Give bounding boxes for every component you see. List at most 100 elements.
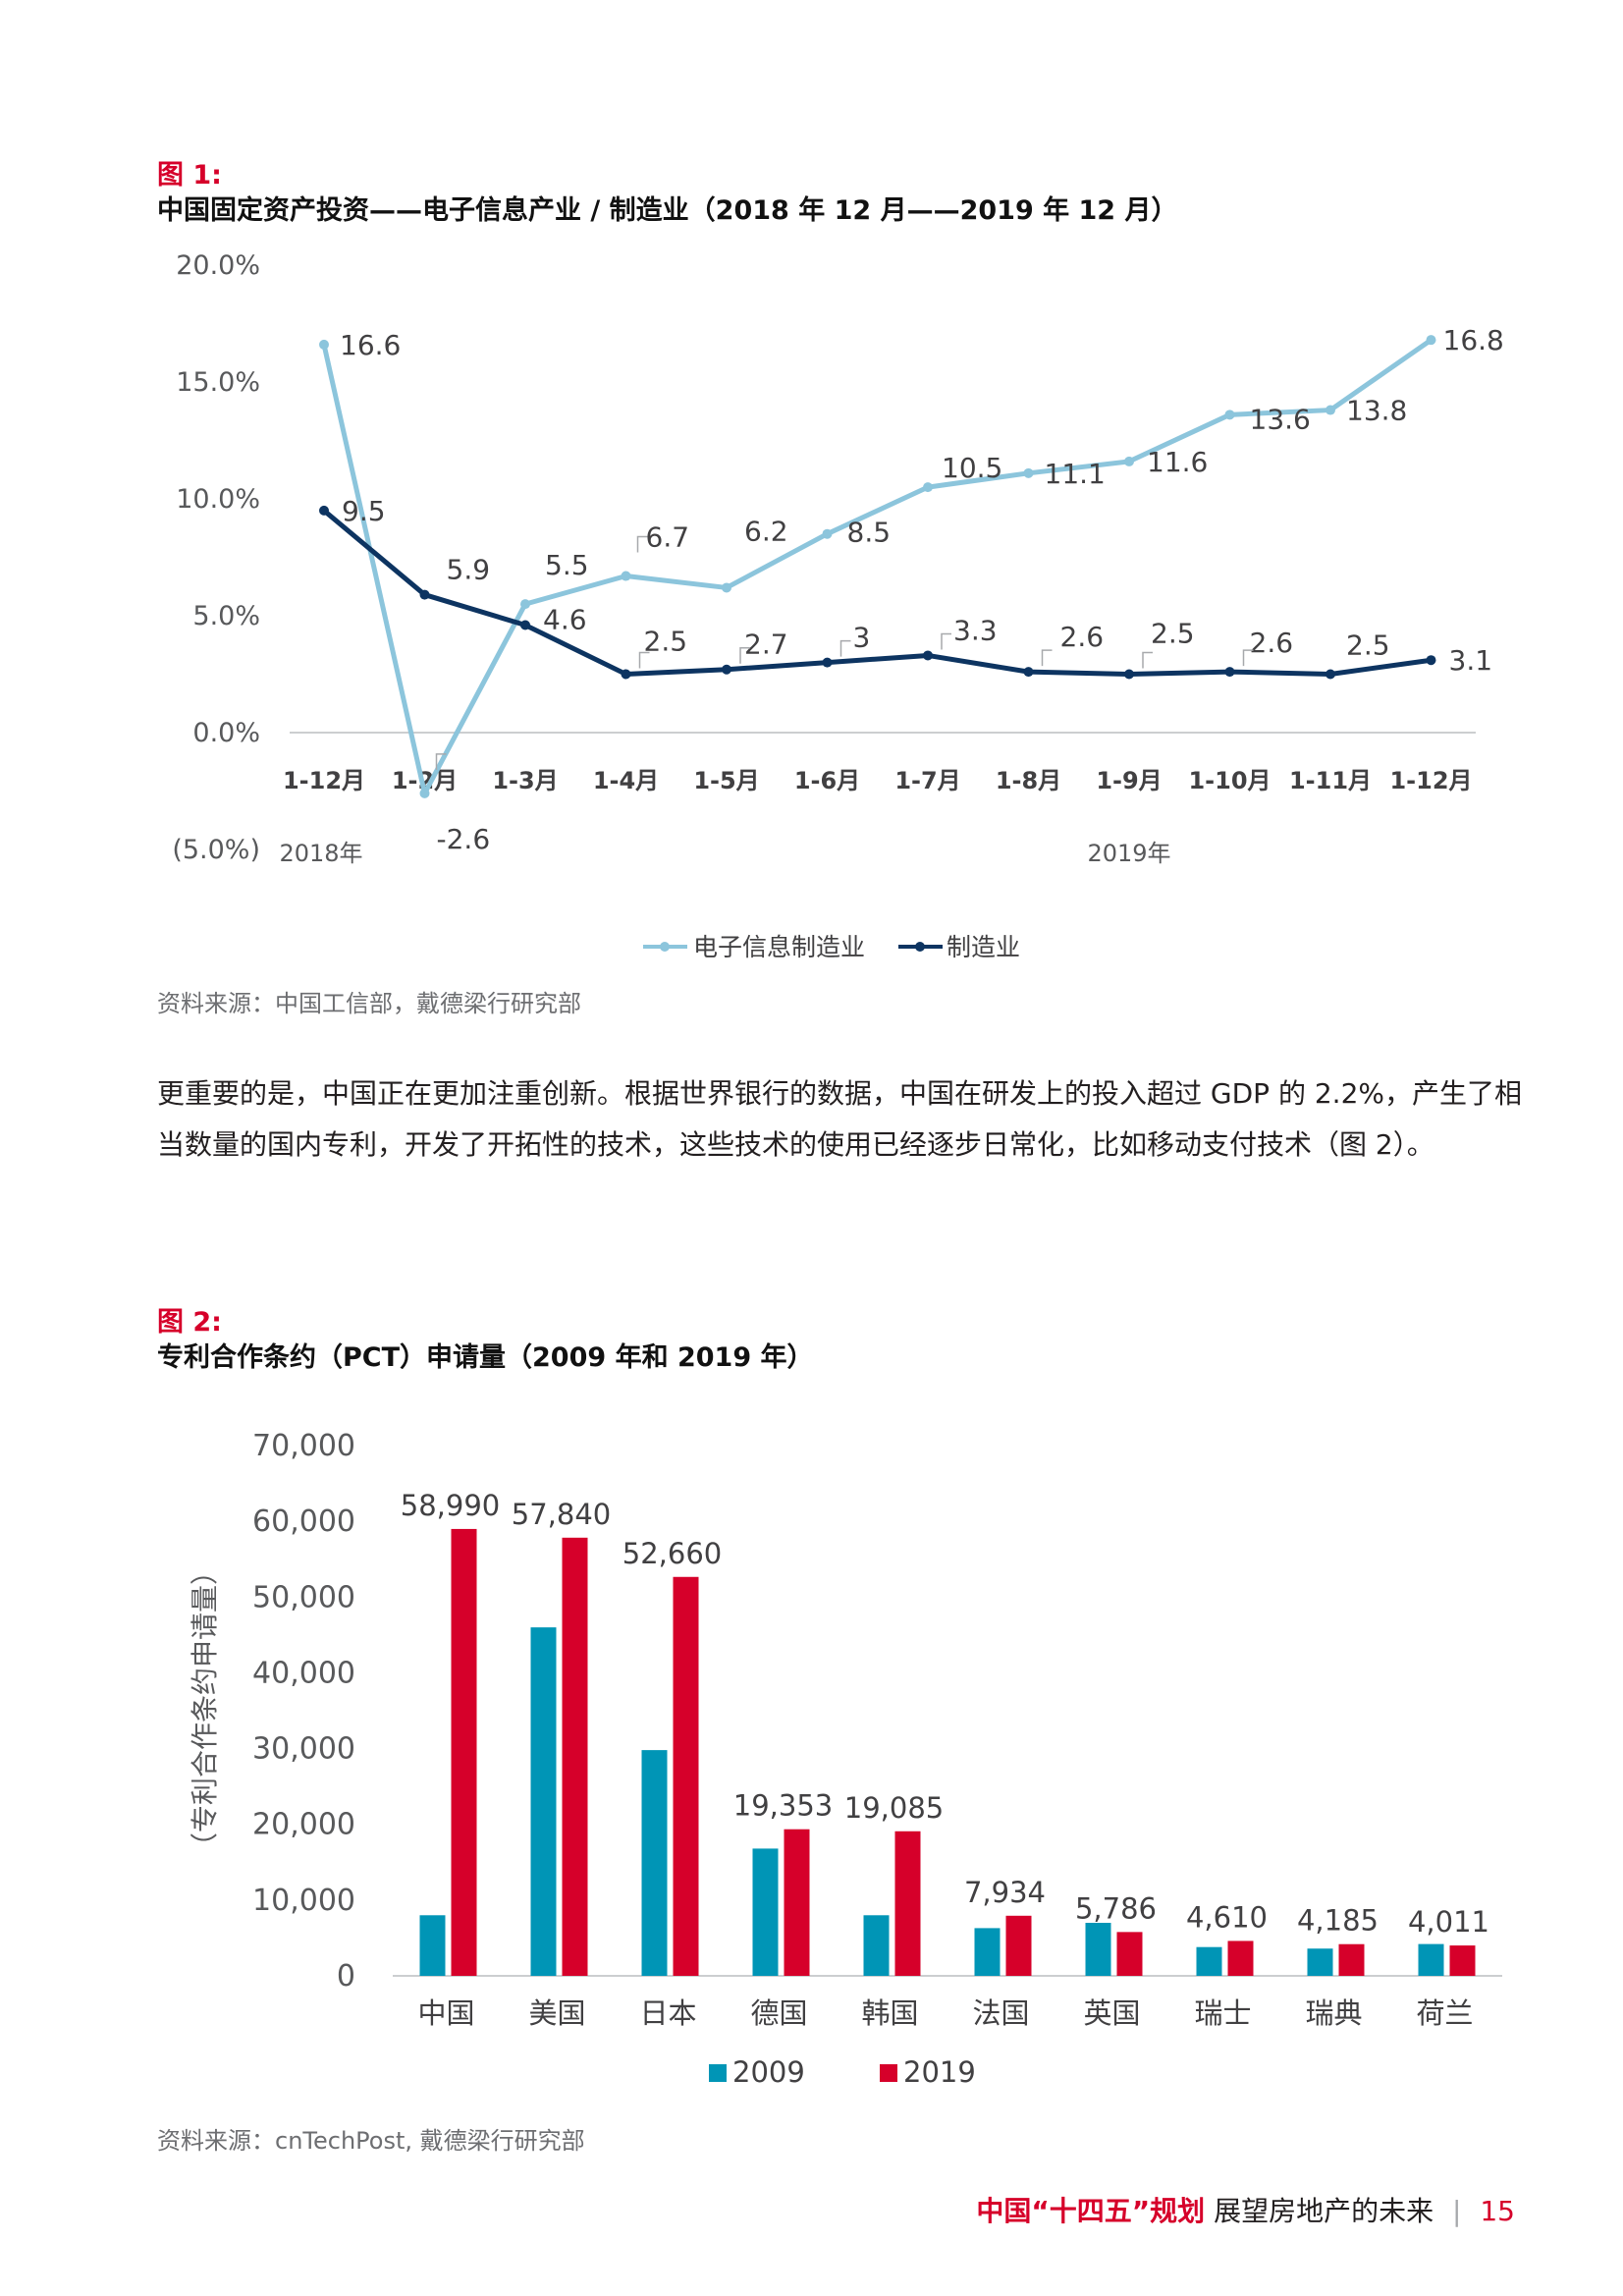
x-category-label: 中国 bbox=[417, 1996, 474, 2030]
manufacturing-point bbox=[1325, 669, 1335, 680]
electronics-point bbox=[822, 528, 833, 539]
year-label-2018: 2018年 bbox=[279, 840, 362, 867]
bar-2009 bbox=[1307, 1948, 1333, 1976]
bar-2019 bbox=[1449, 1945, 1476, 1976]
x-category-label: 荷兰 bbox=[1416, 1996, 1473, 2030]
ytick-label: 0.0% bbox=[192, 718, 260, 748]
bar-2009 bbox=[530, 1627, 557, 1976]
x-category-label: 1-12月 bbox=[283, 767, 365, 794]
legend-2019-label: 2019 bbox=[903, 2055, 976, 2089]
label-leader bbox=[1041, 649, 1053, 667]
manufacturing-point bbox=[822, 657, 833, 668]
label-leader bbox=[739, 646, 750, 664]
x-category-label: 1-7月 bbox=[894, 767, 960, 794]
label-leader bbox=[941, 632, 951, 650]
manufacturing-data-label: 4.6 bbox=[543, 604, 587, 636]
electronics-point bbox=[1426, 335, 1436, 346]
electronics-data-label: 6.7 bbox=[646, 521, 690, 554]
electronics-data-label: 13.6 bbox=[1250, 403, 1311, 435]
ytick-label: 15.0% bbox=[176, 367, 260, 398]
bar-2009 bbox=[863, 1915, 890, 1976]
y-axis-label: （专利合作条约申请量） bbox=[189, 1558, 221, 1860]
x-category-label: 1-4月 bbox=[593, 767, 659, 794]
manufacturing-point bbox=[419, 589, 430, 600]
figure2-label: 图 2: bbox=[157, 1307, 222, 1338]
ytick-label: 50,000 bbox=[252, 1580, 355, 1614]
bar-2019 bbox=[1338, 1943, 1365, 1976]
manufacturing-data-label: 3 bbox=[853, 622, 871, 654]
electronics-data-label: 8.5 bbox=[847, 517, 892, 549]
electronics-point bbox=[1325, 405, 1335, 415]
electronics-data-label: -2.6 bbox=[437, 823, 491, 855]
label-leader bbox=[638, 651, 650, 669]
ytick-label: 40,000 bbox=[252, 1656, 355, 1690]
body-paragraph: 更重要的是，中国正在更加注重创新。根据世界银行的数据，中国在研发上的投入超过 G… bbox=[157, 1068, 1532, 1171]
paragraph-text: 更重要的是，中国正在更加注重创新。根据世界银行的数据，中国在研发上的投入超过 G… bbox=[157, 1077, 1522, 1161]
bar-2019 bbox=[1227, 1941, 1254, 1976]
bar-2019-data-label: 4,011 bbox=[1408, 1905, 1489, 1939]
x-category-label: 1-9月 bbox=[1096, 767, 1162, 794]
bar-2019-data-label: 4,610 bbox=[1186, 1900, 1268, 1934]
x-category-label: 英国 bbox=[1083, 1996, 1140, 2030]
manufacturing-data-label: 2.6 bbox=[1060, 621, 1105, 653]
ytick-label: 70,000 bbox=[252, 1429, 355, 1463]
manufacturing-data-label: 9.5 bbox=[342, 495, 386, 527]
x-category-label: 1-11月 bbox=[1289, 767, 1372, 794]
bar-2019-data-label: 4,185 bbox=[1297, 1904, 1379, 1938]
label-leader bbox=[435, 753, 447, 770]
manufacturing-point bbox=[319, 505, 329, 516]
bar-2019 bbox=[784, 1829, 810, 1976]
bar-2009 bbox=[1085, 1923, 1111, 1976]
bar-2019-data-label: 19,085 bbox=[844, 1791, 944, 1825]
ytick-label: 5.0% bbox=[192, 601, 260, 631]
manufacturing-point bbox=[722, 664, 731, 675]
electronics-data-label: 11.1 bbox=[1045, 458, 1106, 490]
x-category-label: 1-6月 bbox=[794, 767, 860, 794]
bar-2019 bbox=[562, 1537, 588, 1976]
x-category-label: 1-3月 bbox=[492, 767, 558, 794]
manufacturing-data-label: 5.9 bbox=[447, 554, 491, 586]
footer-brand: 中国“十四五”规划 bbox=[976, 2195, 1206, 2227]
bar-2019-data-label: 5,786 bbox=[1075, 1891, 1157, 1925]
label-leader bbox=[839, 639, 851, 657]
manufacturing-line bbox=[322, 508, 1432, 677]
electronics-point bbox=[319, 339, 329, 350]
manufacturing-point bbox=[1224, 667, 1235, 678]
bar-2019 bbox=[1005, 1915, 1032, 1976]
legend-2009-swatch bbox=[709, 2064, 727, 2082]
figure1-label: 图 1: bbox=[157, 160, 222, 191]
label-leader bbox=[1142, 651, 1153, 669]
bar-2019-data-label: 7,934 bbox=[964, 1876, 1046, 1909]
page-footer: 中国“十四五”规划 展望房地产的未来 | 15 bbox=[976, 2190, 1515, 2229]
bar-2019-data-label: 58,990 bbox=[401, 1489, 500, 1522]
legend-manufacturing-label: 制造业 bbox=[947, 933, 1020, 961]
manufacturing-point bbox=[621, 669, 631, 680]
bar-2009 bbox=[1196, 1946, 1222, 1976]
label-leader bbox=[636, 535, 648, 553]
electronics-data-label: 10.5 bbox=[942, 452, 1002, 484]
legend-electronics-marker bbox=[660, 942, 670, 952]
ytick-label: 0 bbox=[337, 1959, 355, 1994]
electronics-point bbox=[419, 788, 430, 798]
electronics-point bbox=[722, 582, 731, 593]
x-category-label: 法国 bbox=[972, 1996, 1029, 2030]
electronics-data-label: 6.2 bbox=[744, 515, 788, 547]
x-category-label: 瑞士 bbox=[1194, 1996, 1251, 2030]
figure2-source: 资料来源：cnTechPost, 戴德梁行研究部 bbox=[157, 2127, 585, 2155]
legend-2009-label: 2009 bbox=[732, 2055, 805, 2089]
figure1-source: 资料来源：中国工信部，戴德梁行研究部 bbox=[157, 990, 581, 1017]
bar-2019 bbox=[894, 1831, 921, 1976]
electronics-data-label: 11.6 bbox=[1147, 446, 1208, 478]
figure1-title: 中国固定资产投资——电子信息产业 / 制造业（2018 年 12 月——2019… bbox=[157, 195, 1178, 226]
footer-subtitle: 展望房地产的未来 bbox=[1214, 2195, 1434, 2227]
x-category-label: 瑞典 bbox=[1305, 1996, 1362, 2030]
bar-2019-data-label: 19,353 bbox=[733, 1789, 833, 1823]
electronics-point bbox=[923, 482, 933, 493]
page-number: 15 bbox=[1480, 2195, 1515, 2227]
legend-2019-swatch bbox=[880, 2064, 897, 2082]
x-category-label: 1-10月 bbox=[1188, 767, 1271, 794]
bar-2019-data-label: 52,660 bbox=[622, 1537, 722, 1570]
electronics-point bbox=[621, 571, 631, 581]
ytick-label: 60,000 bbox=[252, 1504, 355, 1539]
x-category-label: 1-12月 bbox=[1389, 767, 1472, 794]
